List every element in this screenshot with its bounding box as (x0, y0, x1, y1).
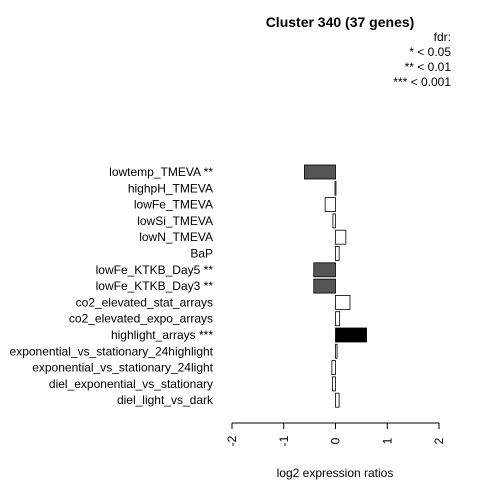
bars (304, 164, 367, 408)
category-label: exponential_vs_stationary_24highlight (10, 344, 214, 358)
category-label: highlight_arrays *** (111, 328, 213, 342)
bar (335, 294, 351, 310)
bar (331, 376, 336, 392)
category-label: lowN_TMEVA (139, 230, 213, 244)
bar (335, 246, 340, 261)
x-tick-label: 0 (329, 437, 343, 444)
category-label: lowFe_KTKB_Day3 ** (96, 279, 214, 293)
x-axis: -2 -1 0 1 2 (225, 422, 446, 446)
bar (313, 278, 336, 294)
legend: fdr: * < 0.05 ** < 0.01 *** < 0.001 (393, 30, 451, 89)
bar (335, 327, 367, 343)
category-label: lowFe_TMEVA (134, 198, 213, 212)
legend-entry: ** < 0.01 (405, 60, 452, 74)
x-tick-label: -2 (225, 435, 239, 446)
category-labels: lowtemp_TMEVA ** highpH_TMEVA lowFe_TMEVAl… (10, 165, 214, 407)
bar (334, 180, 337, 196)
bar (335, 392, 340, 408)
category-label: highpH_TMEVA (128, 181, 213, 195)
bar (332, 213, 336, 229)
chart-title: Cluster 340 (37 genes) (266, 14, 415, 30)
legend-entry: *** < 0.001 (393, 75, 451, 89)
category-label: co2_elevated_expo_arrays (69, 312, 213, 326)
bar (313, 262, 336, 278)
x-tick-label: -1 (277, 435, 291, 446)
category-label: exponential_vs_stationary_24light (32, 361, 213, 375)
x-tick-label: 2 (432, 437, 446, 444)
category-label: lowSi_TMEVA (137, 214, 213, 228)
bar (324, 197, 336, 213)
bar (331, 360, 336, 376)
x-tick-label: 1 (380, 437, 394, 444)
bar (335, 311, 341, 327)
bar (335, 229, 347, 245)
category-label: BaP (190, 247, 213, 261)
category-label: lowtemp_TMEVA ** (109, 165, 213, 179)
legend-entry: * < 0.05 (409, 45, 451, 59)
category-label: co2_elevated_stat_arrays (76, 295, 213, 309)
category-label: diel_light_vs_dark (117, 393, 214, 407)
category-label: diel_exponential_vs_stationary (49, 377, 213, 391)
legend-title: fdr: (434, 30, 451, 44)
bar (304, 164, 336, 180)
category-label: lowFe_KTKB_Day5 ** (96, 263, 214, 277)
bar (335, 343, 338, 359)
x-axis-label: log2 expression ratios (277, 466, 394, 480)
